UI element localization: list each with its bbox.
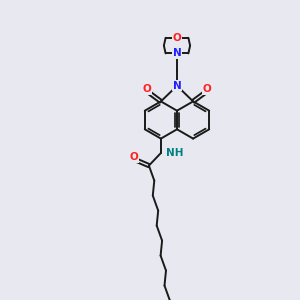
Text: O: O bbox=[130, 152, 138, 162]
Text: N: N bbox=[172, 81, 182, 91]
Text: N: N bbox=[172, 48, 182, 59]
Text: O: O bbox=[143, 84, 152, 94]
Text: O: O bbox=[172, 33, 182, 43]
Text: O: O bbox=[202, 84, 211, 94]
Text: NH: NH bbox=[166, 148, 184, 158]
